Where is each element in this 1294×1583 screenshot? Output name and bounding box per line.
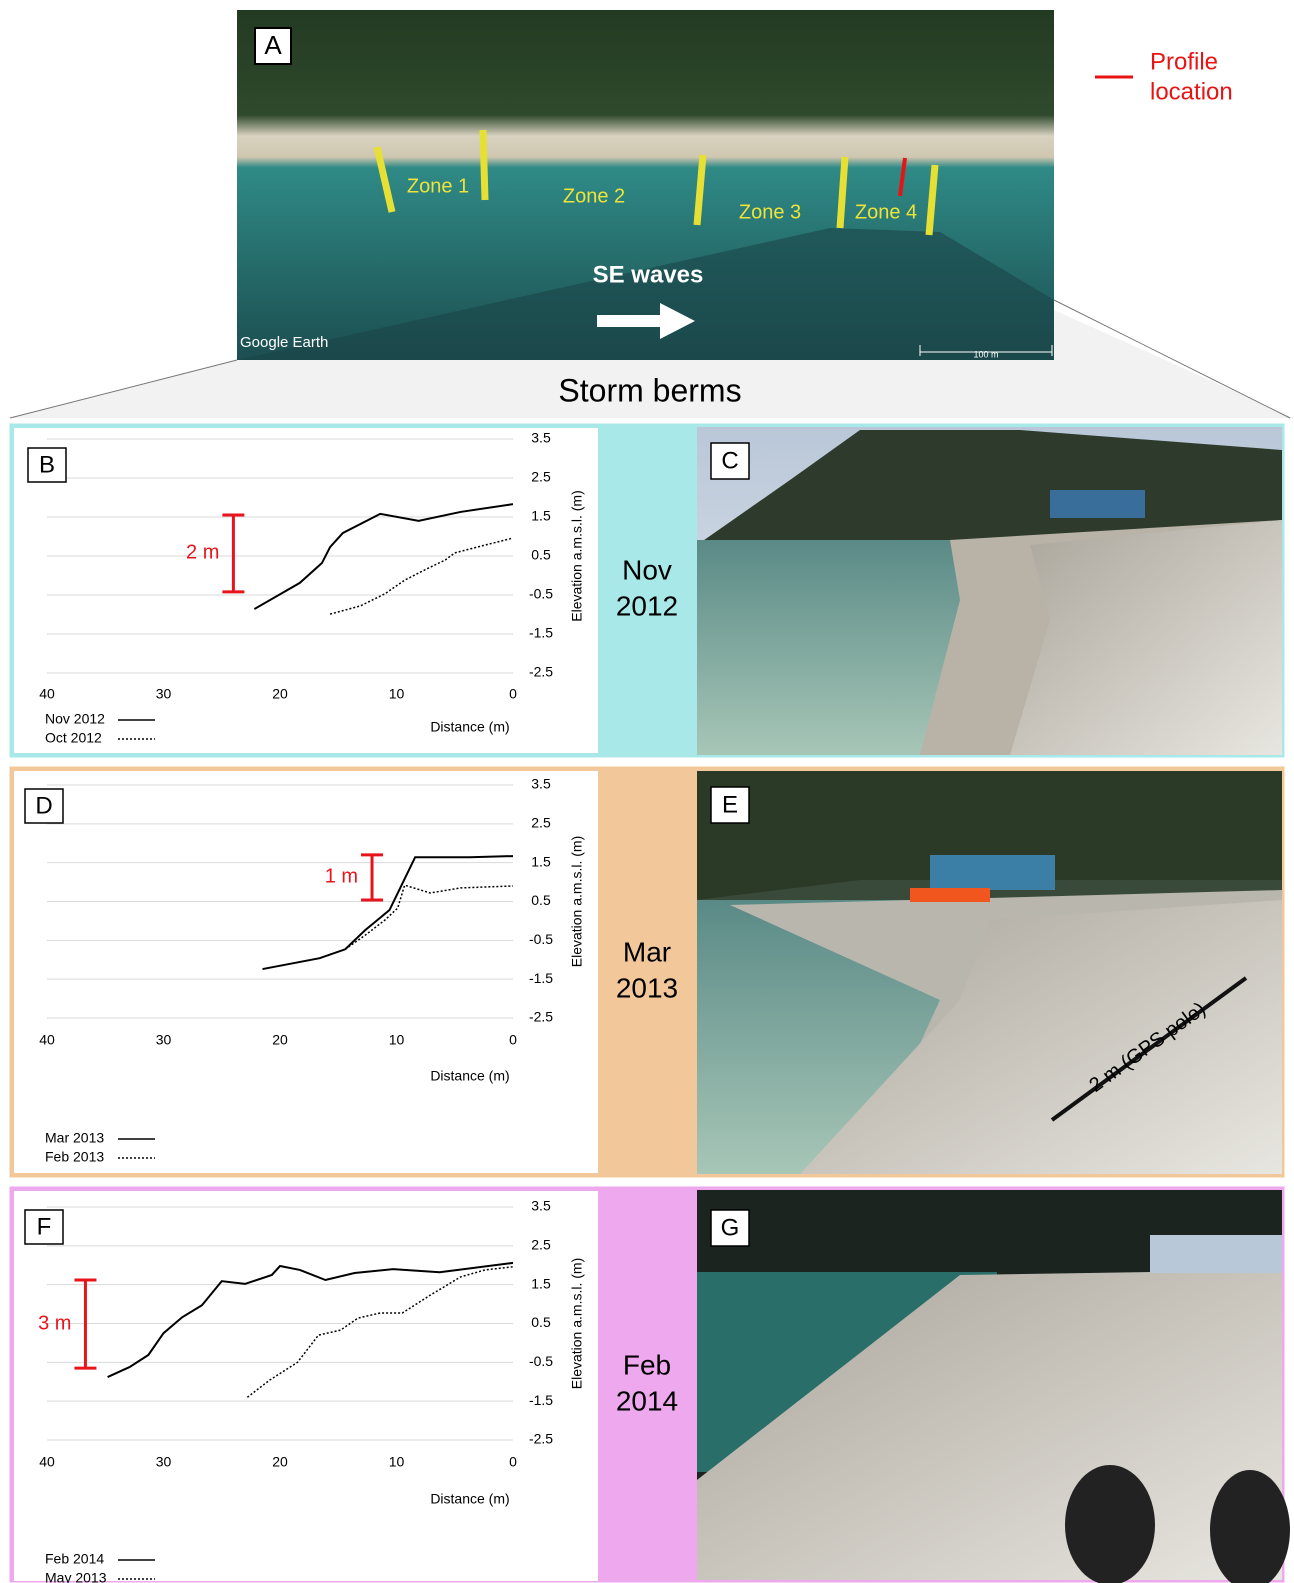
legend-label: Oct 2012 xyxy=(45,730,102,746)
figure: A Zone 1 Zone 2 Zone 3 Zone 4 SE waves G… xyxy=(0,0,1294,1583)
panel-label: C xyxy=(721,447,738,474)
x-axis-label: Distance (m) xyxy=(430,1068,509,1084)
x-tick-label: 0 xyxy=(509,686,517,702)
y-tick-label: 1.5 xyxy=(531,508,551,524)
zone-label: Zone 4 xyxy=(855,201,917,223)
x-tick-label: 10 xyxy=(389,1454,405,1470)
y-tick-label: 1.5 xyxy=(531,853,551,869)
zone-label: Zone 1 xyxy=(407,175,469,197)
y-tick-label: 2.5 xyxy=(531,469,551,485)
x-tick-label: 20 xyxy=(272,1032,288,1048)
map xyxy=(237,10,1054,360)
y-tick-label: -0.5 xyxy=(529,1353,553,1369)
x-tick-label: 30 xyxy=(156,686,172,702)
y-tick-label: -2.5 xyxy=(529,1431,553,1447)
y-axis-label: Elevation a.m.s.l. (m) xyxy=(569,836,585,967)
y-tick-label: -1.5 xyxy=(529,1392,553,1408)
zone-label: Zone 3 xyxy=(739,201,801,223)
panel-label: A xyxy=(264,30,282,60)
y-tick-label: -1.5 xyxy=(529,625,553,641)
x-tick-label: 10 xyxy=(389,686,405,702)
y-tick-label: 3.5 xyxy=(531,430,551,446)
y-tick-label: -2.5 xyxy=(529,664,553,680)
scale-bar-label: 3 m xyxy=(38,1312,71,1334)
legend-label: Feb 2014 xyxy=(45,1551,104,1567)
scale-bar-label: 2 m xyxy=(186,542,219,564)
x-tick-label: 30 xyxy=(156,1032,172,1048)
x-tick-label: 20 xyxy=(272,1454,288,1470)
scale-bar-label: 1 m xyxy=(325,866,358,888)
x-tick-label: 40 xyxy=(39,1032,55,1048)
legend-label: Profile xyxy=(1150,48,1218,75)
credit: Google Earth xyxy=(240,334,328,351)
x-axis-label: Distance (m) xyxy=(430,1491,509,1507)
y-tick-label: -0.5 xyxy=(529,931,553,947)
y-tick-label: 1.5 xyxy=(531,1275,551,1291)
legend-label: Mar 2013 xyxy=(45,1130,104,1146)
y-tick-label: 0.5 xyxy=(531,547,551,563)
y-tick-label: -1.5 xyxy=(529,970,553,986)
photo xyxy=(697,427,1282,755)
y-tick-label: -0.5 xyxy=(529,586,553,602)
photo xyxy=(697,1190,1290,1583)
zone-label: Zone 2 xyxy=(563,185,625,207)
x-tick-label: 0 xyxy=(509,1032,517,1048)
photo xyxy=(697,771,1282,1174)
date-label: Feb xyxy=(623,1349,671,1380)
panel-label: E xyxy=(722,791,738,818)
heading: Storm berms xyxy=(558,372,741,408)
x-axis-label: Distance (m) xyxy=(430,719,509,735)
x-tick-label: 30 xyxy=(156,1454,172,1470)
waves-label: SE waves xyxy=(593,261,704,288)
scale-label: 100 m xyxy=(973,349,998,359)
legend-label: May 2013 xyxy=(45,1570,107,1583)
y-tick-label: 2.5 xyxy=(531,815,551,831)
date-label: 2013 xyxy=(616,972,678,1003)
y-tick-label: 3.5 xyxy=(531,1198,551,1214)
date-label: Nov xyxy=(622,554,672,585)
x-tick-label: 10 xyxy=(389,1032,405,1048)
legend-label: Nov 2012 xyxy=(45,711,105,727)
legend-label: location xyxy=(1150,78,1233,105)
date-label: 2012 xyxy=(616,590,678,621)
y-tick-label: 0.5 xyxy=(531,1314,551,1330)
y-axis-label: Elevation a.m.s.l. (m) xyxy=(569,1258,585,1389)
panel-label: F xyxy=(37,1213,52,1240)
x-tick-label: 20 xyxy=(272,686,288,702)
y-axis-label: Elevation a.m.s.l. (m) xyxy=(569,490,585,621)
y-tick-label: 3.5 xyxy=(531,776,551,792)
panel-label: G xyxy=(721,1214,740,1241)
panel-label: D xyxy=(35,792,52,819)
y-tick-label: 2.5 xyxy=(531,1237,551,1253)
date-label: Mar xyxy=(623,936,671,967)
date-label: 2014 xyxy=(616,1385,678,1416)
panel-label: B xyxy=(39,451,55,478)
x-tick-label: 40 xyxy=(39,686,55,702)
legend-label: Feb 2013 xyxy=(45,1149,104,1165)
x-tick-label: 40 xyxy=(39,1454,55,1470)
y-tick-label: 0.5 xyxy=(531,892,551,908)
x-tick-label: 0 xyxy=(509,1454,517,1470)
y-tick-label: -2.5 xyxy=(529,1009,553,1025)
